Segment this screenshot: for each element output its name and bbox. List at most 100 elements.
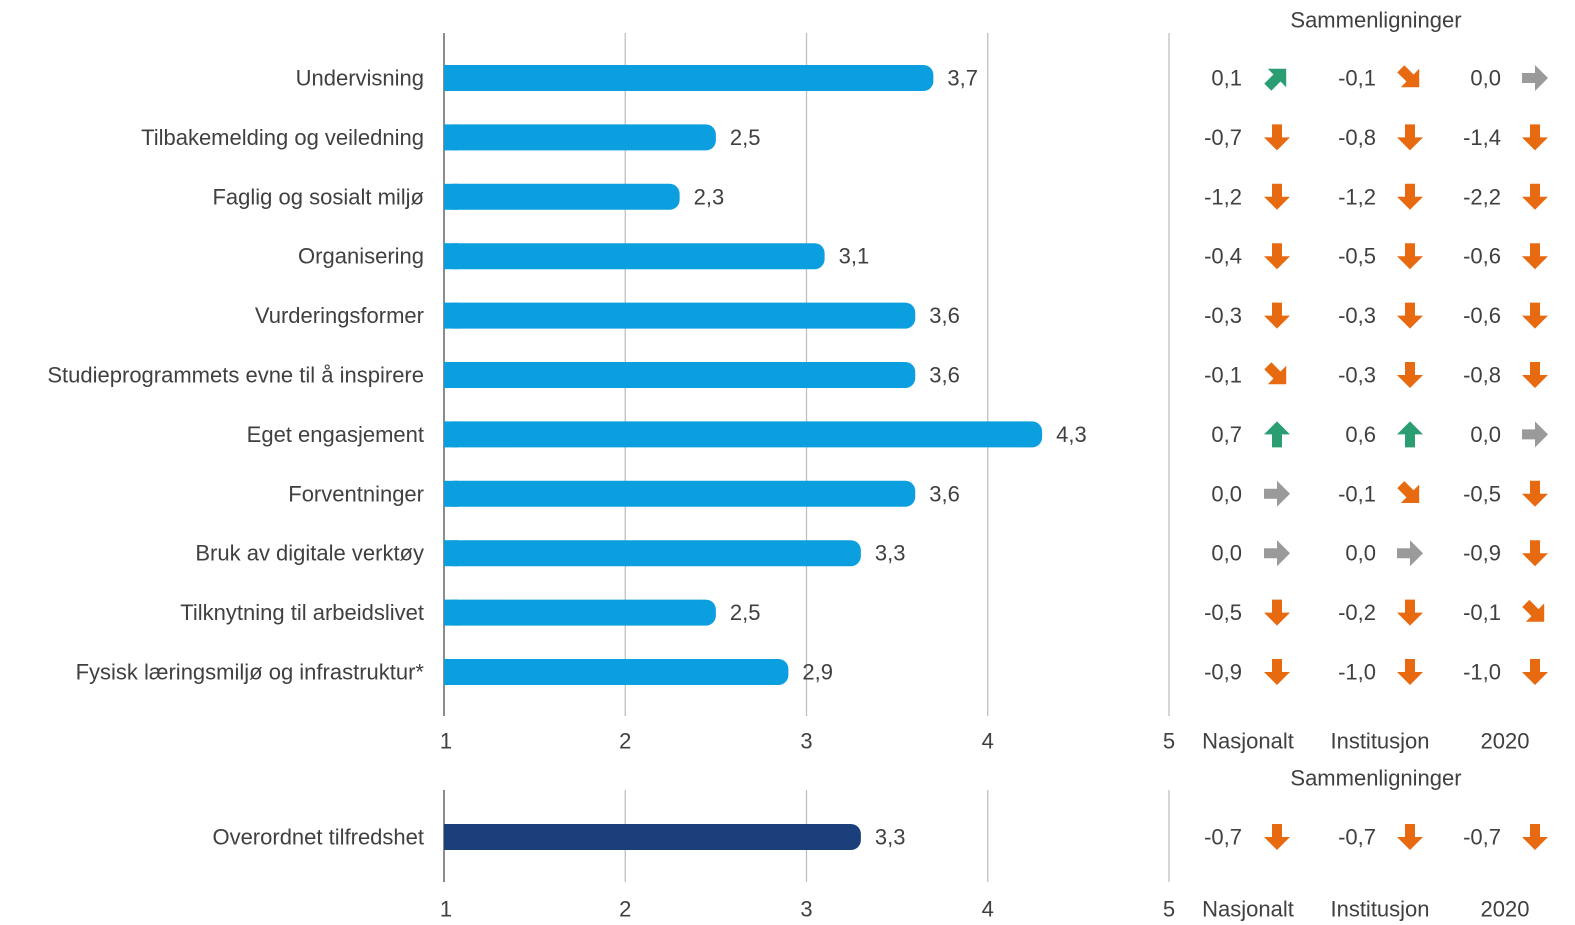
trend-arrow-icon	[1397, 302, 1423, 329]
comparison-value: -0,1	[1338, 481, 1376, 506]
trend-arrow-icon	[1397, 421, 1423, 448]
bar-value-label: 3,6	[929, 363, 960, 388]
comparison-value: -0,1	[1463, 600, 1501, 625]
comparison-header: 2020	[1481, 897, 1530, 922]
trend-arrow-icon	[1522, 421, 1548, 448]
comparison-value: -0,6	[1463, 244, 1501, 269]
category-label: Studieprogrammets evne til å inspirere	[47, 363, 424, 388]
trend-arrow-icon	[1397, 124, 1423, 151]
x-tick-label: 5	[1163, 897, 1175, 922]
bar-left-edge	[444, 540, 458, 567]
bar	[444, 659, 789, 685]
bar-left-edge	[444, 362, 458, 388]
x-tick-label: 2	[619, 729, 631, 754]
trend-arrow-icon	[1264, 659, 1290, 685]
comparison-value: -1,2	[1204, 184, 1242, 209]
category-label: Faglig og sosialt miljø	[212, 184, 424, 209]
comparison-value: -0,8	[1463, 363, 1501, 388]
trend-arrow-icon	[1264, 421, 1290, 448]
trend-arrow-icon	[1264, 480, 1290, 507]
bar	[444, 124, 716, 151]
trend-arrow-icon	[1522, 599, 1545, 622]
category-label: Bruk av digitale verktøy	[195, 541, 424, 566]
comparison-value: -0,7	[1463, 825, 1501, 850]
bar-left-edge	[444, 243, 458, 270]
comparison-value: -0,7	[1204, 825, 1242, 850]
trend-arrow-icon	[1264, 302, 1290, 329]
bar-left-edge	[444, 183, 458, 210]
bar-left-edge	[444, 659, 458, 685]
trend-arrow-icon	[1264, 824, 1290, 850]
category-label: Forventninger	[288, 481, 424, 506]
comparison-value: 0,0	[1345, 541, 1376, 566]
comparison-value: -0,3	[1338, 303, 1376, 328]
bar	[444, 362, 916, 388]
x-tick-label: 3	[800, 729, 812, 754]
bar	[444, 65, 934, 91]
bar	[444, 480, 916, 507]
bar	[444, 183, 680, 210]
comparison-value: -0,9	[1204, 660, 1242, 685]
comparison-value: 0,0	[1470, 66, 1501, 91]
trend-arrow-icon	[1522, 302, 1548, 329]
bar-left-edge	[444, 824, 458, 850]
category-label: Organisering	[298, 244, 424, 269]
comparison-value: -2,2	[1463, 184, 1501, 209]
trend-arrow-icon	[1397, 481, 1420, 503]
comparison-value: 0,1	[1211, 66, 1242, 91]
comparison-value: -1,0	[1463, 660, 1501, 685]
bar-left-edge	[444, 480, 458, 507]
comparison-value: 0,0	[1211, 481, 1242, 506]
comparison-value: -0,4	[1204, 244, 1242, 269]
bar	[444, 599, 716, 626]
trend-arrow-icon	[1264, 183, 1290, 210]
bar-value-label: 2,5	[730, 125, 761, 150]
trend-arrow-icon	[1264, 243, 1290, 270]
trend-arrow-icon	[1522, 480, 1548, 507]
bar-left-edge	[444, 65, 458, 91]
category-label: Overordnet tilfredshet	[212, 825, 424, 850]
trend-arrow-icon	[1522, 183, 1548, 210]
trend-arrow-icon	[1522, 65, 1548, 91]
comparison-value: -0,1	[1204, 363, 1242, 388]
comparison-value: 0,0	[1211, 541, 1242, 566]
bar-value-label: 3,7	[947, 66, 978, 91]
trend-arrow-icon	[1522, 362, 1548, 388]
category-label: Vurderingsformer	[255, 303, 424, 328]
bar-value-label: 3,6	[929, 481, 960, 506]
comparison-value: -0,7	[1338, 825, 1376, 850]
comparison-value: -1,0	[1338, 660, 1376, 685]
comparison-header: Institusjon	[1330, 897, 1429, 922]
trend-arrow-icon	[1264, 362, 1287, 385]
x-tick-label: 5	[1163, 729, 1175, 754]
x-tick-label: 4	[982, 897, 994, 922]
comparison-value: -1,4	[1463, 125, 1501, 150]
comparison-value: -0,5	[1463, 481, 1501, 506]
bar-value-label: 2,5	[730, 600, 761, 625]
trend-arrow-icon	[1397, 362, 1423, 388]
trend-arrow-icon	[1397, 243, 1423, 270]
comparison-value: 0,7	[1211, 422, 1242, 447]
bar-value-label: 2,9	[802, 660, 833, 685]
category-label: Eget engasjement	[247, 422, 424, 447]
comparison-value: -0,5	[1338, 244, 1376, 269]
category-label: Undervisning	[296, 66, 424, 91]
comparison-value: -0,3	[1338, 363, 1376, 388]
bar-value-label: 3,3	[875, 541, 906, 566]
trend-arrow-icon	[1522, 540, 1548, 567]
trend-arrow-icon	[1264, 599, 1290, 626]
x-tick-label: 1	[440, 897, 452, 922]
bar-value-label: 4,3	[1056, 422, 1087, 447]
category-label: Tilbakemelding og veiledning	[141, 125, 424, 150]
comparison-header: 2020	[1481, 729, 1530, 754]
trend-arrow-icon	[1264, 124, 1290, 151]
comparison-value: -0,6	[1463, 303, 1501, 328]
bar-value-label: 3,3	[875, 825, 906, 850]
trend-arrow-icon	[1397, 183, 1423, 210]
trend-arrow-icon	[1264, 68, 1287, 91]
bar	[444, 824, 861, 850]
comparison-value: -1,2	[1338, 184, 1376, 209]
bar	[444, 421, 1043, 448]
category-label: Fysisk læringsmiljø og infrastruktur*	[76, 660, 425, 685]
